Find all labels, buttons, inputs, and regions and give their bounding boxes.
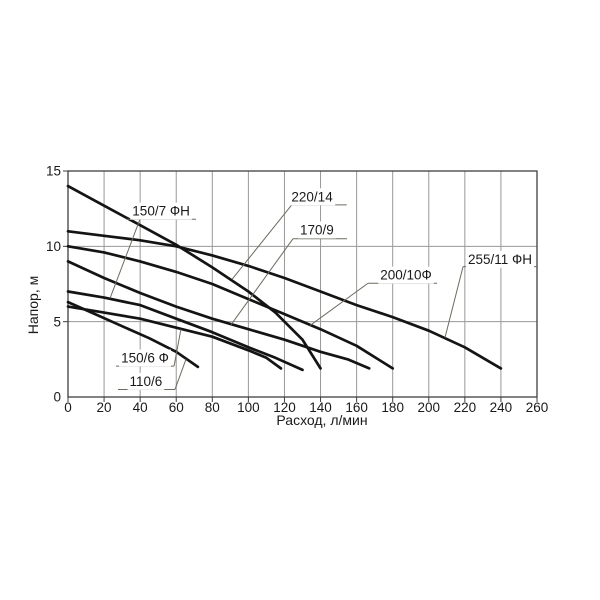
curve-255-11-фн: [66, 229, 503, 370]
x-tick-label: 60: [169, 400, 184, 415]
curve-220-14: [66, 184, 322, 370]
curve-label-110-6: 110/6: [130, 374, 163, 389]
x-tick-label: 160: [345, 400, 368, 415]
curve-label-150-7-фн: 150/7 ФН: [132, 204, 190, 219]
x-axis-title: Расход, л/мин: [276, 412, 367, 428]
x-tick-label: 20: [97, 400, 112, 415]
plot-border: [67, 170, 538, 398]
label-leader-line: [444, 266, 464, 338]
curve-170-9: [66, 260, 371, 370]
x-tick-label: 220: [454, 400, 477, 415]
x-tick-label: 120: [273, 400, 296, 415]
curve-200-10ф: [66, 244, 395, 370]
axis-tick-labels: 0 20 40 60 80 100 120 140 160 180 200 220 240 260 0 5 10…: [46, 164, 548, 415]
curve-label-170-9: 170/9: [300, 222, 334, 237]
curve-150-7-фн: [66, 290, 304, 372]
x-tick-label: 80: [205, 400, 220, 415]
x-tick-label: 0: [64, 400, 72, 415]
label-leader-line: [173, 329, 182, 367]
label-leader-line: [174, 359, 187, 390]
curve-label-mask: [127, 372, 165, 390]
label-leader-line: [230, 238, 294, 325]
curve-label-mask: [298, 221, 336, 239]
x-tick-label: 40: [133, 400, 148, 415]
curve-label-200-10ф: 200/10Ф: [380, 268, 432, 283]
y-tick-label: 10: [46, 239, 61, 254]
curve-labels: 150/7 ФН 220/14 170/9 200/10Ф 255/11 ФН 150/6…: [109, 188, 537, 390]
x-tick-label: 180: [381, 400, 404, 415]
curve-label-255-11-фн: 255/11 ФН: [468, 252, 532, 267]
curve-label-220-14: 220/14: [291, 189, 333, 204]
plot-frame: [67, 170, 538, 398]
y-tick-label: 0: [53, 390, 61, 405]
label-leader-line: [309, 282, 369, 326]
x-tick-label: 140: [309, 400, 332, 415]
x-tick-label: 240: [490, 400, 513, 415]
axis-ticks: [63, 170, 538, 402]
label-leader-line: [231, 204, 293, 280]
x-tick-label: 200: [418, 400, 441, 415]
label-leader-line: [109, 219, 141, 299]
curve-label-mask: [378, 266, 434, 284]
x-tick-label: 260: [526, 400, 549, 415]
y-tick-label: 5: [53, 314, 61, 329]
curve-label-mask: [119, 349, 171, 367]
curve-label-mask: [130, 202, 192, 220]
curve-150-6-ф: [66, 305, 283, 370]
pump-curves: [66, 184, 503, 372]
curve-label-150-6-ф: 150/6 Ф: [121, 351, 169, 366]
curve-110-6: [66, 300, 200, 369]
y-tick-label: 15: [46, 164, 61, 179]
x-tick-label: 100: [237, 400, 260, 415]
curve-label-mask: [289, 188, 336, 206]
y-axis-title: Напор, м: [25, 276, 41, 334]
curve-label-mask: [465, 250, 535, 268]
